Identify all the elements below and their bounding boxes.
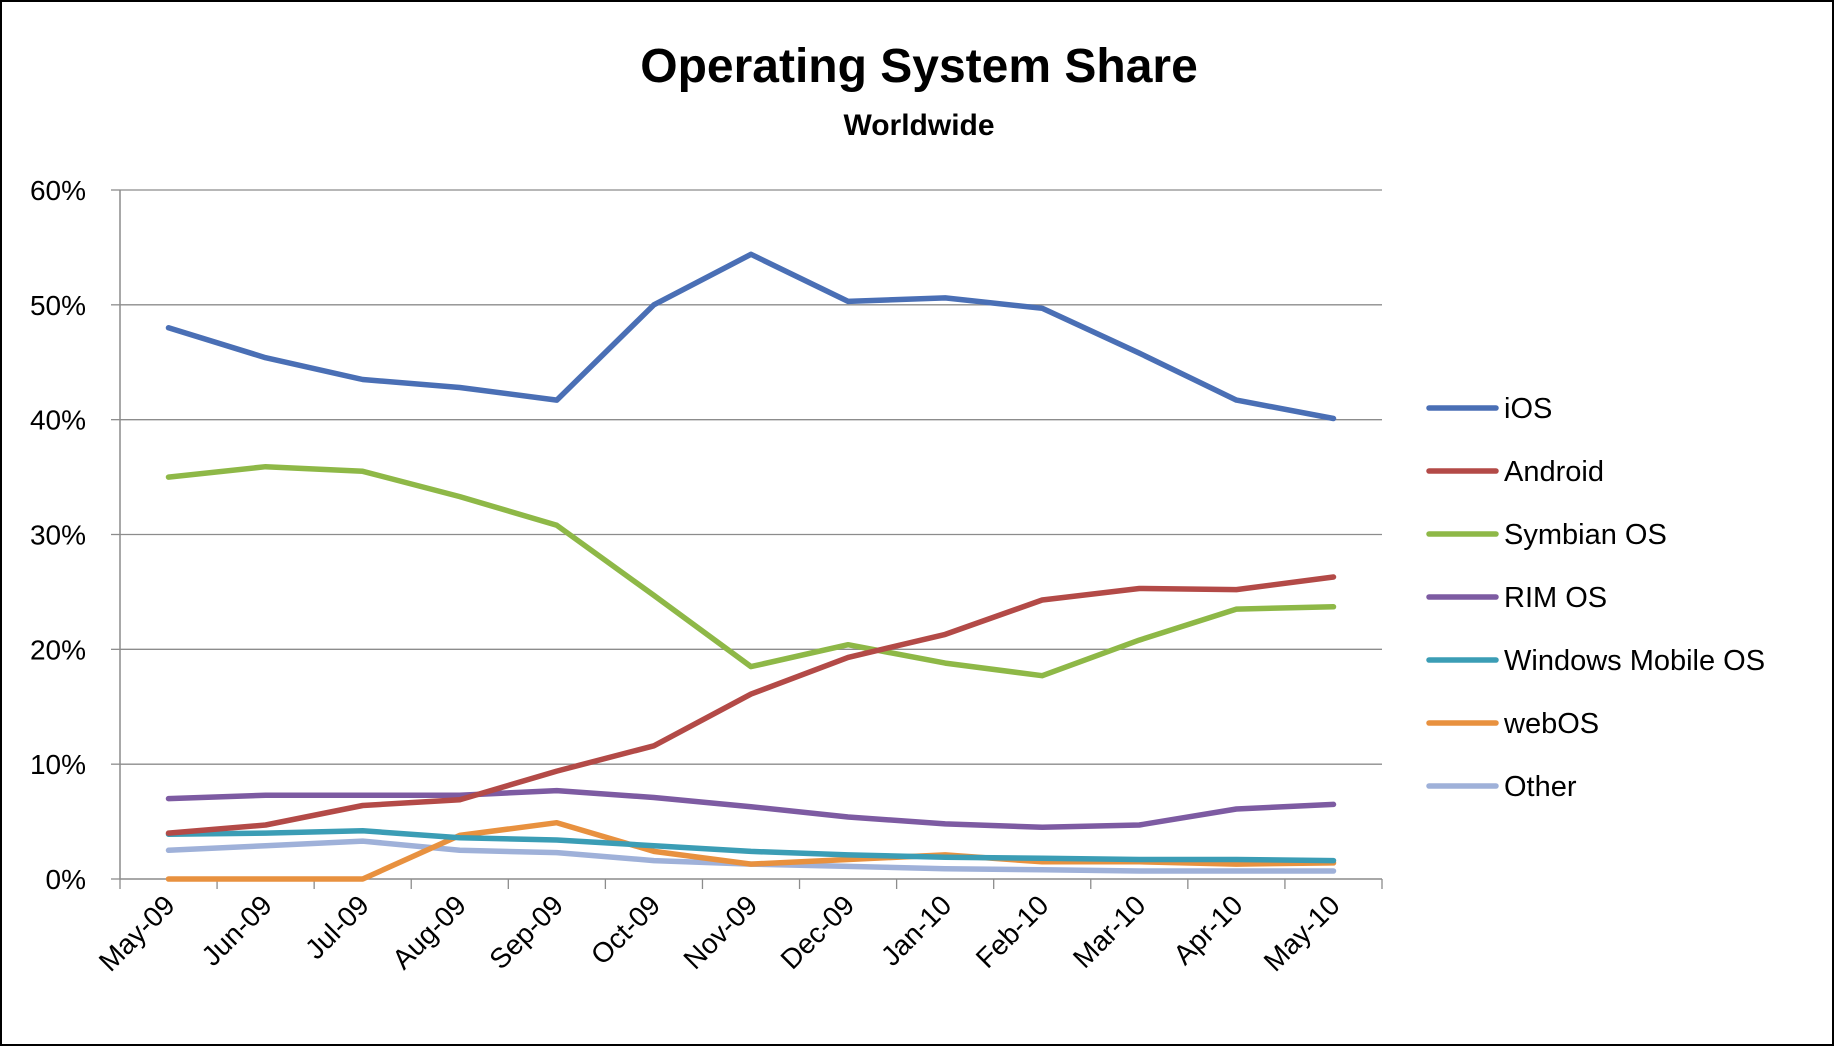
- y-tick-label: 60%: [30, 175, 86, 206]
- x-tick-label: Jan-10: [875, 889, 957, 971]
- x-tick-label: Aug-09: [386, 889, 472, 975]
- legend-label: Android: [1504, 456, 1604, 488]
- x-tick-label: Mar-10: [1067, 889, 1152, 974]
- series-line-rim-os: [165, 787, 1337, 831]
- legend: iOS Android Symbian OS RIM OS Windows Mobile…: [1426, 393, 1765, 803]
- x-tick-label: Oct-09: [585, 889, 666, 970]
- legend-label: Other: [1504, 771, 1577, 803]
- x-tick-label: Dec-09: [775, 889, 861, 975]
- y-axis-tick-labels: 0% 10% 20% 30% 40% 50% 60%: [30, 175, 86, 895]
- y-tick-label: 50%: [30, 290, 86, 321]
- legend-label: iOS: [1504, 393, 1552, 425]
- legend-label: RIM OS: [1504, 582, 1607, 614]
- x-axis-tick-labels: May-09 Jun-09 Jul-09 Aug-09 Sep-09 Oct-09 Nov-…: [93, 889, 1346, 977]
- y-tick-label: 20%: [30, 634, 86, 665]
- axes: [119, 190, 1383, 889]
- x-tick-label: Apr-10: [1167, 889, 1248, 970]
- x-tick-label: Nov-09: [677, 889, 763, 975]
- y-tick-label: 30%: [30, 520, 86, 551]
- series-line-symbian-os: [165, 463, 1337, 679]
- x-tick-label: May-10: [1258, 889, 1346, 977]
- x-tick-label: Jul-09: [299, 889, 375, 965]
- y-tick-label: 0%: [46, 864, 86, 895]
- series-line-windows-mobile-os: [165, 828, 1337, 864]
- legend-label: Windows Mobile OS: [1504, 645, 1765, 677]
- x-tick-label: Jun-09: [195, 889, 277, 971]
- series-line-android: [165, 574, 1337, 836]
- x-tick-label: Feb-10: [970, 889, 1055, 974]
- y-tick-label: 40%: [30, 405, 86, 436]
- series-lines: [165, 251, 1337, 882]
- legend-label: Symbian OS: [1504, 519, 1667, 551]
- x-tick-label: May-09: [93, 889, 181, 977]
- y-tick-label: 10%: [30, 749, 86, 780]
- gridlines: [111, 189, 1382, 880]
- chart-title: Operating System Share: [640, 40, 1198, 93]
- chart-subtitle: Worldwide: [843, 109, 994, 142]
- series-line-ios: [165, 251, 1337, 422]
- x-tick-label: Sep-09: [483, 889, 569, 975]
- legend-label: webOS: [1503, 708, 1599, 740]
